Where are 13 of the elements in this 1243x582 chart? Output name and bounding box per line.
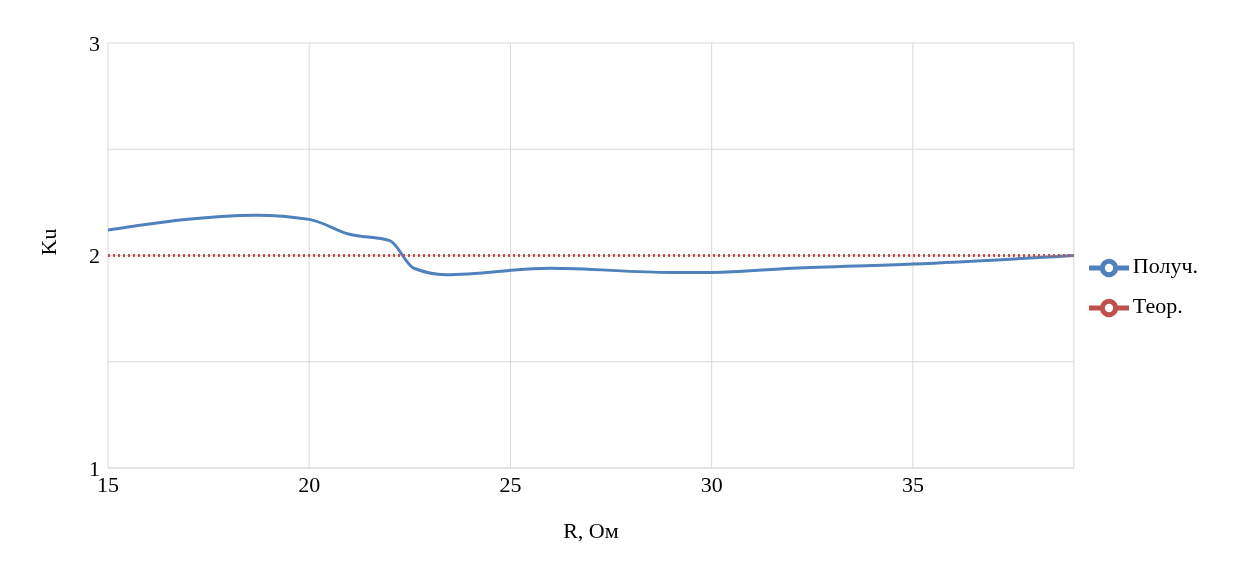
x-tick-label: 25 [499, 471, 522, 497]
x-axis-title: R, Ом [563, 518, 619, 543]
x-tick-label: 15 [97, 471, 119, 497]
legend-label: Получ. [1132, 253, 1198, 279]
y-tick-label: 2 [89, 243, 100, 269]
y-tick-label: 3 [89, 30, 100, 56]
x-tick-label: 35 [901, 471, 924, 497]
x-tick-label: 30 [700, 471, 723, 497]
x-tick-label: 20 [298, 471, 321, 497]
legend-label: Теор. [1132, 293, 1183, 319]
y-tick-label: 1 [89, 455, 100, 481]
line-series [108, 213, 1074, 277]
y-axis-title: Ku [35, 228, 61, 256]
